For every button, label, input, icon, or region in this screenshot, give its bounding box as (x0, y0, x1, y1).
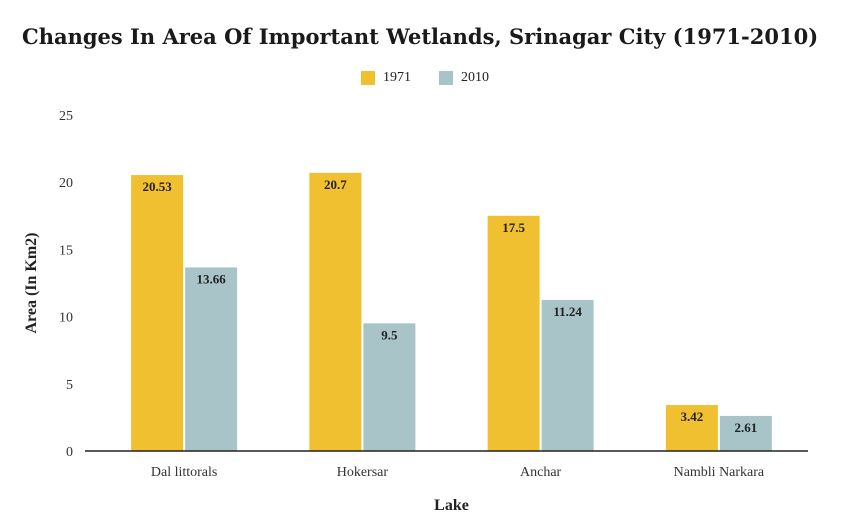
bar-2010-hokersar[interactable] (363, 323, 416, 451)
y-tick-label: 10 (59, 311, 73, 326)
data-label: 20.53 (143, 179, 173, 194)
legend-label-1971: 1971 (383, 70, 411, 85)
data-label: 20.7 (324, 177, 347, 192)
data-label: 9.5 (381, 327, 398, 342)
legend-item-1971[interactable]: 1971 (361, 70, 411, 86)
x-tick-label: Hokersar (337, 465, 389, 480)
y-tick-label: 0 (66, 445, 73, 460)
x-axis-title: Lake (434, 497, 469, 514)
data-label: 3.42 (681, 409, 704, 424)
bar-1971-hokersar[interactable] (309, 172, 362, 452)
bars: 20.53 13.66 20.7 9.5 17.5 11.24 3.42 2.61 (131, 172, 772, 452)
y-axis-ticks: 0 5 10 15 20 25 (59, 109, 73, 460)
legend-item-2010[interactable]: 2010 (439, 70, 489, 86)
x-tick-label: Dal littorals (151, 465, 218, 480)
y-tick-label: 20 (59, 176, 73, 191)
bar-1971-anchar[interactable] (487, 215, 540, 451)
legend-swatch-2010 (439, 71, 453, 85)
legend: 1971 2010 (0, 70, 850, 86)
data-label: 11.24 (553, 304, 582, 319)
legend-swatch-1971 (361, 71, 375, 85)
data-label: 17.5 (502, 220, 525, 235)
x-tick-label: Nambli Narkara (674, 465, 765, 480)
bar-2010-dal-littorals[interactable] (185, 267, 238, 451)
data-label: 2.61 (735, 420, 758, 435)
data-label: 13.66 (197, 271, 227, 286)
legend-label-2010: 2010 (461, 70, 489, 85)
y-tick-label: 5 (66, 378, 73, 393)
y-tick-label: 15 (59, 243, 73, 258)
chart-title: Changes In Area Of Important Wetlands, S… (22, 24, 819, 49)
y-axis-title: Area (In Km2) (23, 232, 40, 333)
bar-1971-nambli-narkara[interactable] (665, 405, 718, 451)
x-tick-label: Anchar (520, 465, 562, 480)
bar-2010-nambli-narkara[interactable] (719, 415, 772, 451)
bar-1971-dal-littorals[interactable] (131, 175, 184, 452)
x-axis-ticks: Dal littorals Hokersar Anchar Nambli Narkar… (151, 465, 765, 480)
bar-2010-anchar[interactable] (541, 299, 594, 451)
y-tick-label: 25 (59, 109, 73, 124)
